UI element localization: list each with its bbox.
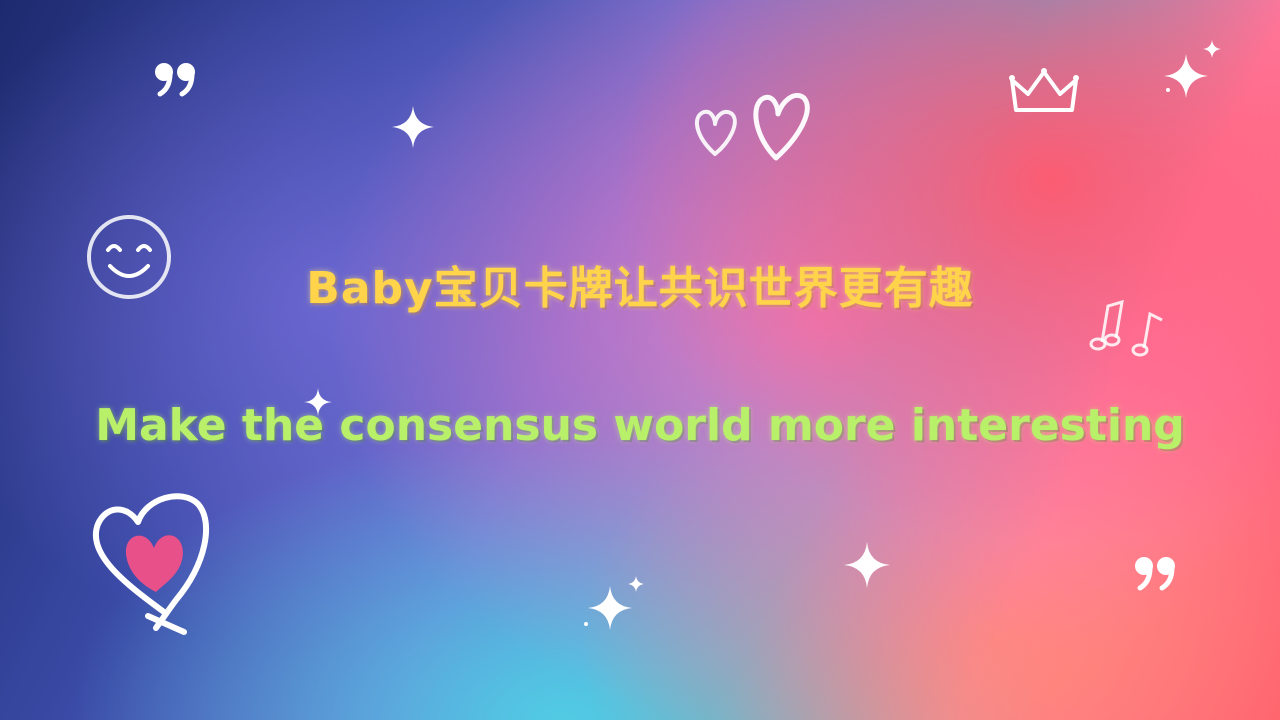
sparkle-icon bbox=[1164, 40, 1221, 98]
sparkle-icon bbox=[844, 542, 890, 588]
sparkle-icon bbox=[392, 106, 434, 148]
title-english: Make the consensus world more interestin… bbox=[95, 400, 1185, 451]
title-chinese: Baby宝贝卡牌让共识世界更有趣 bbox=[306, 263, 974, 314]
smiley-face-icon bbox=[87, 215, 171, 299]
quote-mark-icon bbox=[1135, 557, 1175, 591]
music-notes-icon bbox=[1089, 299, 1163, 357]
heart-doodle-icon bbox=[694, 92, 810, 161]
heart-outline-icon bbox=[93, 493, 210, 635]
sparkle-icon bbox=[304, 388, 332, 416]
sparkle-icon bbox=[584, 576, 644, 630]
crown-icon bbox=[1009, 68, 1079, 112]
quote-mark-icon bbox=[155, 63, 195, 97]
